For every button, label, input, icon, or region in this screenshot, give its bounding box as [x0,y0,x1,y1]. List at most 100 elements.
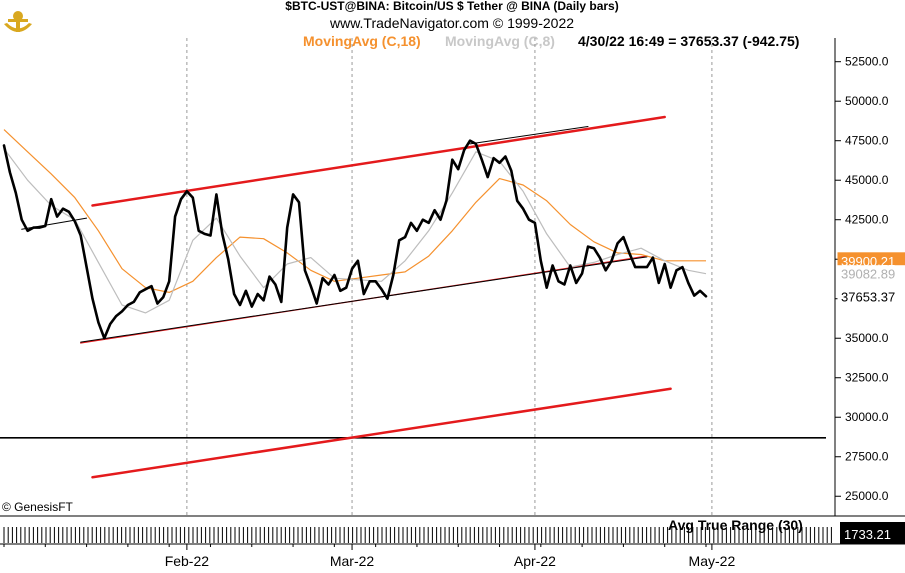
price-point [198,230,200,232]
value-tag-label: 39082.89 [841,267,895,282]
grid-lines [186,38,713,516]
price-point [44,225,46,227]
price-point [32,227,35,229]
price-point [463,149,465,151]
price-point [56,215,58,218]
price-point [670,287,672,289]
indicator-pane [3,527,832,543]
price-point [534,222,536,224]
price-point [203,233,206,235]
price-point [422,219,424,221]
price-point [80,234,82,237]
price-point [540,260,542,262]
price-point [451,159,453,161]
channel-line-3 [80,256,648,343]
price-point [133,301,135,303]
y-tick-label: 42500.0 [845,213,889,227]
price-point [280,301,282,303]
channel-lines [21,115,672,479]
value-tag-label: 39900.21 [841,254,895,269]
y-tick-label: 45000.0 [845,173,889,187]
chart-subtitle: www.TradeNavigator.com © 1999-2022 [329,15,574,31]
price-point [351,268,353,270]
price-point [634,266,636,268]
price-point [475,143,477,145]
price-point [434,209,436,211]
y-tick-label: 25000.0 [845,489,889,503]
y-tick-label: 35000.0 [845,331,889,345]
price-point [375,280,377,282]
price-point [174,215,176,218]
price-point [333,274,335,276]
price-point [569,264,571,267]
price-point [705,295,707,297]
price-point [416,230,418,232]
price-point [233,293,235,295]
price-point [298,201,300,203]
price-point [557,280,560,282]
price-point [563,283,566,286]
price-point [487,176,489,178]
price-point [522,208,524,210]
price-point [221,233,223,235]
ma8-line [3,148,707,314]
price-point [15,192,17,194]
price-point [675,269,678,271]
price-point [611,260,613,262]
price-point [498,162,501,164]
legend-ma18: MovingAvg (C,18) [303,33,421,49]
y-tick-label: 47500.0 [845,134,889,148]
price-point [357,260,359,262]
price-point [68,211,70,213]
price-point [50,198,52,200]
price-point [516,200,518,202]
legend-ma8: MovingAvg (C,8) [445,33,555,49]
price-point [292,193,294,196]
value-tag-label: 37653.37 [841,289,895,304]
price-point [457,168,459,170]
price-point [640,266,642,268]
price-point [192,196,194,199]
price-point [439,219,442,221]
price-point [9,171,11,173]
price-point [38,227,40,229]
price-point [251,306,253,308]
price-point [504,155,507,158]
price-point [286,227,288,229]
price-point [257,293,259,295]
price-point [622,236,625,238]
price-point [510,170,512,172]
price-point [581,272,583,275]
x-tick-label: Feb-22 [165,553,210,569]
price-point [127,304,129,306]
price-point [316,302,318,305]
price-point [575,282,577,284]
price-point [345,287,347,289]
price-point [162,296,164,298]
price-point [646,266,648,268]
y-tick-label: 30000.0 [845,410,889,424]
channel-line-0 [91,115,666,207]
price-point [262,299,265,301]
indicator-value-bg [840,522,905,544]
price-point [186,190,188,192]
price-point [392,274,394,276]
indicator-value: 1733.21 [844,527,891,542]
price-point [552,264,554,267]
price-point [398,239,400,241]
price-point [268,276,271,278]
channel-line-5 [469,125,589,145]
x-tick-label: May-22 [689,553,736,569]
price-point [3,144,5,147]
ma8-layer [3,148,707,314]
price-point [339,290,341,292]
price-point [546,287,548,289]
price-point [445,200,448,202]
price-point [227,258,229,260]
price-point [664,263,666,265]
value-tag-bg [837,265,905,283]
y-tick-label: 50000.0 [845,94,889,108]
price-point [587,245,589,248]
